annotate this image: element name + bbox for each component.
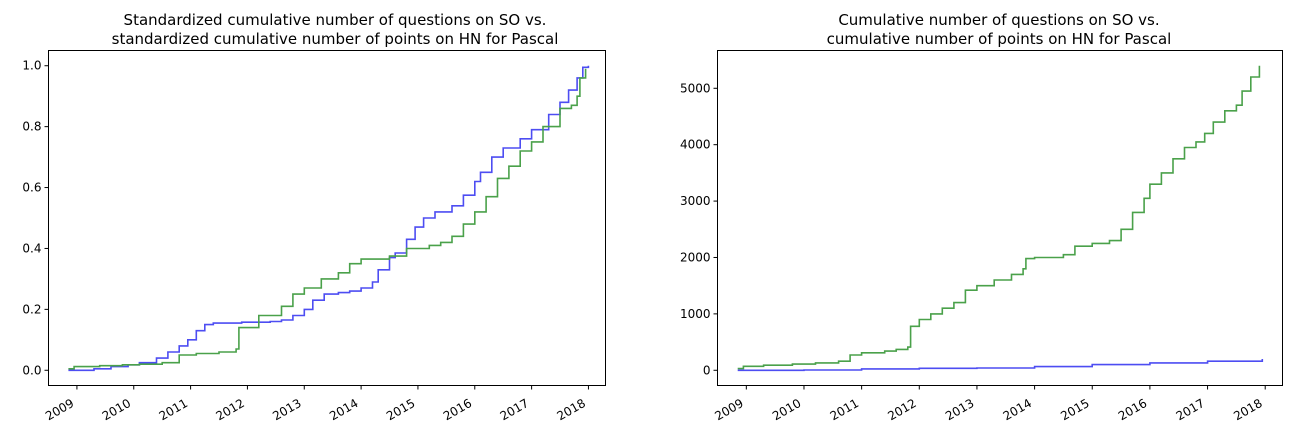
left-axes-frame: [48, 50, 606, 386]
left-x-tick-label: 2016: [441, 396, 474, 423]
left-series-line-1: [68, 68, 587, 370]
right-x-tick-label: 2011: [828, 396, 861, 423]
right-x-tick-label: 2013: [943, 396, 976, 423]
left-x-tick-label: 2012: [213, 396, 246, 423]
right-x-tick-label: 2009: [712, 396, 745, 423]
right-x-tick-label: 2017: [1174, 396, 1207, 423]
right-x-tick-label: 2012: [885, 396, 918, 423]
right-plot-area: 2009 2010 2011 2012 2013 2014 2015 2016 2017 2018…: [680, 65, 1266, 423]
left-x-tick-label: 2017: [498, 396, 531, 423]
right-y-tick-label: 1000: [680, 307, 711, 321]
right-series-line-0: [737, 359, 1264, 372]
right-chart-panel: Cumulative number of questions on SO vs.…: [680, 11, 1283, 423]
left-x-tick-label: 2009: [43, 396, 76, 423]
right-chart-title-line-2: cumulative number of points on HN for Pa…: [827, 30, 1172, 48]
right-series-line-1: [737, 65, 1261, 370]
left-x-tick-label: 2018: [554, 396, 587, 423]
right-y-tick-label: 3000: [680, 194, 711, 208]
left-y-tick-label: 0.8: [22, 120, 41, 134]
right-x-tick-label: 2015: [1058, 396, 1091, 423]
right-axes-frame: [717, 50, 1283, 386]
left-series-line-0: [68, 65, 590, 372]
right-y-tick-label: 0: [703, 363, 711, 377]
left-x-tick-label: 2013: [270, 396, 303, 423]
left-chart-panel: Standardized cumulative number of questi…: [22, 11, 606, 423]
left-y-tick-label: 0.6: [22, 181, 41, 195]
right-chart-title-line-1: Cumulative number of questions on SO vs.: [838, 11, 1159, 29]
left-x-tick-label: 2015: [384, 396, 417, 423]
left-y-tick-label: 0.4: [22, 241, 41, 255]
left-y-tick-label: 0.2: [22, 302, 41, 316]
right-x-tick-label: 2016: [1116, 396, 1149, 423]
right-y-tick-label: 2000: [680, 250, 711, 264]
left-chart-title-line-2: standardized cumulative number of points…: [112, 30, 559, 48]
right-y-tick-label: 4000: [680, 138, 711, 152]
left-y-tick-label: 0.0: [22, 363, 41, 377]
left-plot-area: 2009 2010 2011 2012 2013 2014 2015 2016 2017 2018…: [22, 59, 590, 423]
left-x-tick-label: 2010: [100, 396, 133, 423]
right-x-tick-label: 2018: [1231, 396, 1264, 423]
right-x-tick-label: 2010: [770, 396, 803, 423]
left-x-tick-label: 2014: [327, 396, 360, 423]
left-x-tick-label: 2011: [157, 396, 190, 423]
right-x-tick-label: 2014: [1001, 396, 1034, 423]
left-chart-title-line-1: Standardized cumulative number of questi…: [124, 11, 547, 29]
left-y-tick-label: 1.0: [22, 59, 41, 73]
right-y-tick-label: 5000: [680, 81, 711, 95]
